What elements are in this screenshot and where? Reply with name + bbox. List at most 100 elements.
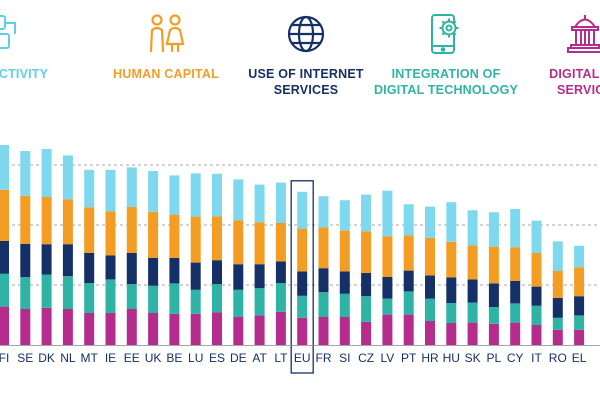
bar-IE-3 [105,211,116,256]
bar-EU-4 [297,191,308,229]
tick-label-DE: DE [230,351,247,365]
bar-RO-1 [552,317,563,330]
bar-IT-0 [531,325,542,345]
bar-MT-4 [84,169,95,208]
bar-LU-1 [190,289,201,314]
bar-CZ-2 [361,273,372,297]
tick-label-CY: CY [507,351,524,365]
bar-LU-2 [190,262,201,290]
tick-label-RO: RO [549,351,567,365]
tick-label-HR: HR [421,351,439,365]
bar-ES-1 [212,284,222,313]
bar-MT-1 [84,283,95,313]
bar-HU-3 [446,241,457,278]
bar-NL-2 [62,244,73,277]
bar-HU-1 [446,303,457,323]
bar-AT-2 [254,264,265,289]
tick-label-MT: MT [81,351,99,365]
bar-RO-3 [552,271,563,298]
bar-LT-4 [275,182,286,223]
legend-human-capital: HUMAN CAPITAL [98,14,234,82]
bar-AT-1 [254,288,265,316]
bar-LT-2 [275,261,286,283]
bar-DE-0 [233,317,244,345]
bar-CY-1 [510,303,521,323]
bar-ES-4 [212,173,222,217]
bar-IE-0 [105,313,116,345]
tick-label-UK: UK [145,351,162,365]
bar-BE-3 [169,214,180,258]
bar-UK-0 [148,313,159,345]
bar-DE-3 [233,220,244,265]
bar-PT-0 [403,314,414,345]
bar-RO-4 [552,241,563,271]
bar-LV-2 [382,277,393,299]
bar-SE-1 [20,277,31,309]
legend-label-human-capital: HUMAN CAPITAL [113,67,219,81]
bar-UK-1 [148,285,159,313]
bar-PT-4 [403,204,414,236]
bar-BE-0 [169,313,180,345]
bar-NL-0 [62,309,73,345]
bar-SE-4 [20,151,31,196]
bar-DE-4 [233,179,244,221]
bar-RO-0 [552,329,563,345]
bar-HU-2 [446,277,457,303]
bar-EE-0 [126,309,137,345]
bar-DE-2 [233,264,244,290]
bar-SI-0 [339,317,350,345]
tick-label-SK: SK [465,351,481,365]
bar-PL-0 [488,323,499,345]
tick-label-EL: EL [572,351,587,365]
bar-LU-4 [190,173,201,217]
bar-DK-2 [41,244,52,275]
globe-icon [287,15,325,53]
bar-EE-3 [126,207,137,253]
bar-CY-2 [510,281,521,304]
bar-SK-1 [467,302,478,323]
tick-label-PL: PL [487,351,502,365]
eu-highlight-box [290,180,314,374]
legend-public-services: DIGITAL PU SERVICE [520,14,600,98]
bar-MT-3 [84,207,95,253]
tick-label-CZ: CZ [358,351,374,365]
bar-FR-3 [318,227,329,269]
bar-LT-0 [275,311,286,345]
bar-DE-1 [233,289,244,317]
tick-label-NL: NL [60,351,76,365]
network-icon [0,15,16,49]
bar-LV-4 [382,190,393,237]
tick-label-ES: ES [209,351,225,365]
tick-label-LU: LU [188,351,203,365]
legend-connectivity: NNECTIVITY [0,14,90,82]
bar-FI-1 [0,273,9,307]
bar-LT-1 [275,283,286,312]
bar-HU-4 [446,202,457,242]
bar-DK-4 [41,149,52,197]
bar-LU-3 [190,216,201,263]
bar-SI-4 [339,200,350,231]
bar-CY-4 [510,209,521,248]
bar-FR-4 [318,196,329,228]
bar-HR-3 [425,237,435,276]
bar-HR-1 [425,298,435,321]
bar-HR-0 [425,321,435,345]
bar-BE-1 [169,283,180,314]
bar-SI-1 [339,293,350,317]
tick-label-PT: PT [401,351,417,365]
bar-EL-3 [574,267,585,297]
bar-IT-2 [531,286,542,306]
tick-label-LV: LV [381,351,395,365]
bar-LV-1 [382,298,393,315]
bar-EE-1 [126,284,137,309]
bar-IE-2 [105,255,116,280]
bar-EE-2 [126,253,137,285]
bar-FI-2 [0,241,9,274]
bar-FR-1 [318,292,329,317]
bar-LT-3 [275,223,286,262]
bar-ES-0 [212,312,222,345]
bar-FR-0 [318,317,329,345]
bar-NL-4 [62,155,73,200]
bar-DK-3 [41,197,52,245]
